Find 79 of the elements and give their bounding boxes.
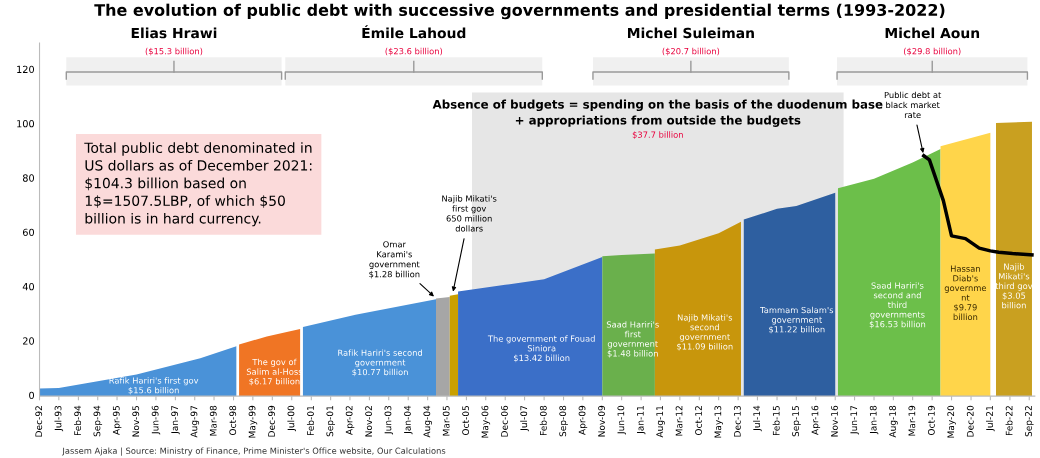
x-tick-label: Feb-01 xyxy=(306,406,314,436)
series-label: Saad Hariri's first government $1.48 billion xyxy=(606,321,659,358)
x-tick-label: Jun-10 xyxy=(617,405,626,435)
x-tick-label: Jul-00 xyxy=(287,405,297,432)
x-tick-label: Sep-08 xyxy=(559,405,568,437)
x-tick-label: Nov-09 xyxy=(598,405,605,437)
x-tick-label: Feb-08 xyxy=(539,405,547,436)
x-tick-label: May-20 xyxy=(947,405,956,438)
y-tick-label: 60 xyxy=(22,228,35,237)
x-tick-label: Jan-11 xyxy=(637,406,646,435)
band-label: Absence of budgets = spending on the basis of the duodenum base + appropriations from outside the budgets $37.7 billion xyxy=(432,99,883,139)
x-tick-label: May-13 xyxy=(714,405,724,438)
x-tick-label: Feb-15 xyxy=(772,405,780,436)
x-tick-label: Nov-95 xyxy=(132,405,140,437)
x-tick-label: Jan-97 xyxy=(171,405,180,435)
x-tick-label: Jun-96 xyxy=(151,405,161,435)
band-label: Elias Hrawi ($15.3 billion) xyxy=(131,27,217,56)
text: Jassem Ajaka | Source: Ministry of Finance, Prime Minister's Office website, Our Calculations xyxy=(61,447,446,456)
x-tick-label: Nov-02 xyxy=(365,406,373,437)
series-label: The government of Fouad Siniora $13.42 billion xyxy=(487,335,595,363)
x-tick-label: Jul-14 xyxy=(753,405,762,432)
x-tick-label: Mar-12 xyxy=(675,406,683,436)
y-tick-label: 80 xyxy=(22,174,35,182)
x-tick-label: Sep-94 xyxy=(93,405,103,437)
x-tick-label: Mar-05 xyxy=(442,405,450,436)
x-tick-label: Jul-93 xyxy=(54,405,64,432)
x-tick-label: Oct-19 xyxy=(927,405,935,436)
band-label: Michel Aoun ($29.8 billion) xyxy=(885,27,980,56)
band-label: Émile Lahoud ($23.6 billion) xyxy=(362,25,466,56)
y-tick-label: 100 xyxy=(17,120,35,128)
x-tick-label: Sep-01 xyxy=(326,406,335,437)
x-tick-label: Jul-21 xyxy=(985,406,995,432)
x-tick-label: Oct-98 xyxy=(229,405,237,436)
series-label: Saad Hariri's second and third governments $16.53 billion xyxy=(869,282,926,329)
annotation: Public debt at black market rate xyxy=(884,91,942,119)
x-tick-label: Aug-97 xyxy=(190,405,200,438)
annotation: Omar Karami's government $1.28 billion xyxy=(369,241,420,279)
x-tick-label: Jun-17 xyxy=(850,405,859,435)
line-series xyxy=(922,154,1034,257)
x-tick-label: Apr-09 xyxy=(578,405,588,435)
x-tick-label: Sep-15 xyxy=(792,405,801,437)
x-tick-label: Feb-22 xyxy=(1005,406,1013,436)
x-tick-label: Apr-95 xyxy=(112,405,122,435)
x-tick-label: Mar-98 xyxy=(209,405,217,436)
x-tick-label: Jun-03 xyxy=(384,405,394,435)
x-tick-label: Jul-07 xyxy=(520,405,529,432)
series-label: Najib Mikati's second government $11.09 billion xyxy=(677,314,733,351)
x-tick-label: Aug-18 xyxy=(889,405,898,438)
x-tick-label: Sep-22 xyxy=(1025,406,1034,437)
chart-title: The evolution of public debt with successive governments and presidential terms (1993-2022) xyxy=(94,3,945,20)
x-tick-label: Jan-18 xyxy=(869,405,879,435)
x-tick-label: Oct-12 xyxy=(695,406,702,436)
x-tick-label: May-99 xyxy=(248,405,258,438)
x-tick-label: Apr-02 xyxy=(345,406,355,435)
x-tick-label: Aug-11 xyxy=(656,406,665,438)
x-tick-label: Dec-20 xyxy=(966,405,974,437)
x-tick-label: Aug-04 xyxy=(423,405,432,438)
series-label: Hassan Diab's governme nt $9.79 billion xyxy=(944,265,987,321)
x-tick-label: Feb-94 xyxy=(74,405,82,436)
x-tick-label: Dec-99 xyxy=(268,405,275,437)
y-tick-label: 20 xyxy=(23,337,35,345)
band-label: Michel Suleiman ($20.7 billion) xyxy=(628,27,754,56)
series-label: Najib Mikati's third gov $3.05 billion xyxy=(995,263,1033,309)
annotation: Total public debt denominated in US dollars as of December 2021: $104.3 billion based on 1$=1507.5LBP, of which $50 billion is in hard currency. xyxy=(84,142,312,227)
x-tick-label: Apr-16 xyxy=(811,405,821,435)
x-tick-label: Oct-05 xyxy=(462,405,470,436)
x-tick-label: Mar-19 xyxy=(908,405,916,436)
x-tick-label: Nov-16 xyxy=(831,405,838,437)
x-tick-label: Jan-04 xyxy=(404,405,413,435)
series-label: Tammam Salam's government $11.22 billion xyxy=(760,306,834,334)
y-tick-label: 0 xyxy=(29,391,35,399)
x-tick-label: Dec-06 xyxy=(501,405,508,437)
y-tick-label: 120 xyxy=(17,65,35,74)
x-tick-label: May-06 xyxy=(481,405,491,438)
x-tick-label: Dec-92 xyxy=(35,406,43,437)
series-label: Rafik Hariri's second government $10.77 billion xyxy=(338,349,422,377)
x-tick-label: Dec-13 xyxy=(733,405,741,437)
y-tick-label: 40 xyxy=(22,282,35,291)
annotation: Najib Mikati's first gov 650 million dollars xyxy=(442,195,497,232)
